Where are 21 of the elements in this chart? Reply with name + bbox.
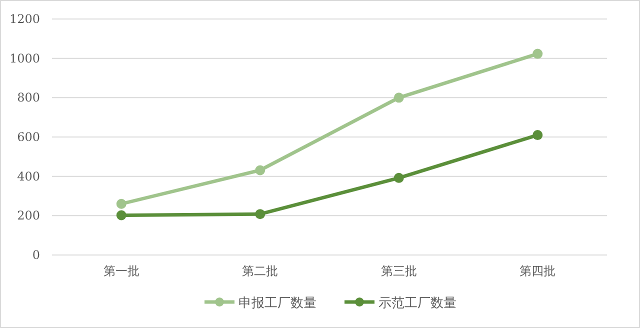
point xyxy=(532,48,543,59)
x-tick-label: 第二批 xyxy=(242,264,278,278)
x-tick-label: 第四批 xyxy=(520,264,556,278)
y-tick-label: 0 xyxy=(32,248,40,262)
legend-label: 示范工厂数量 xyxy=(378,296,456,311)
point xyxy=(532,130,543,140)
point xyxy=(116,210,126,220)
y-tick-label: 600 xyxy=(17,130,40,144)
y-tick-label: 200 xyxy=(17,208,40,223)
legend-label: 申报工厂数量 xyxy=(238,296,316,311)
point xyxy=(116,198,126,209)
point xyxy=(255,165,266,176)
point xyxy=(394,92,404,103)
y-tick-label: 800 xyxy=(17,90,40,105)
x-tick-label: 第三批 xyxy=(380,264,417,278)
x-tick-label: 第一批 xyxy=(103,264,140,278)
point xyxy=(255,209,266,220)
point xyxy=(394,172,404,183)
y-tick-label: 400 xyxy=(17,169,40,184)
y-tick-label: 1000 xyxy=(9,51,40,66)
y-tick-label: 1200 xyxy=(9,12,40,26)
